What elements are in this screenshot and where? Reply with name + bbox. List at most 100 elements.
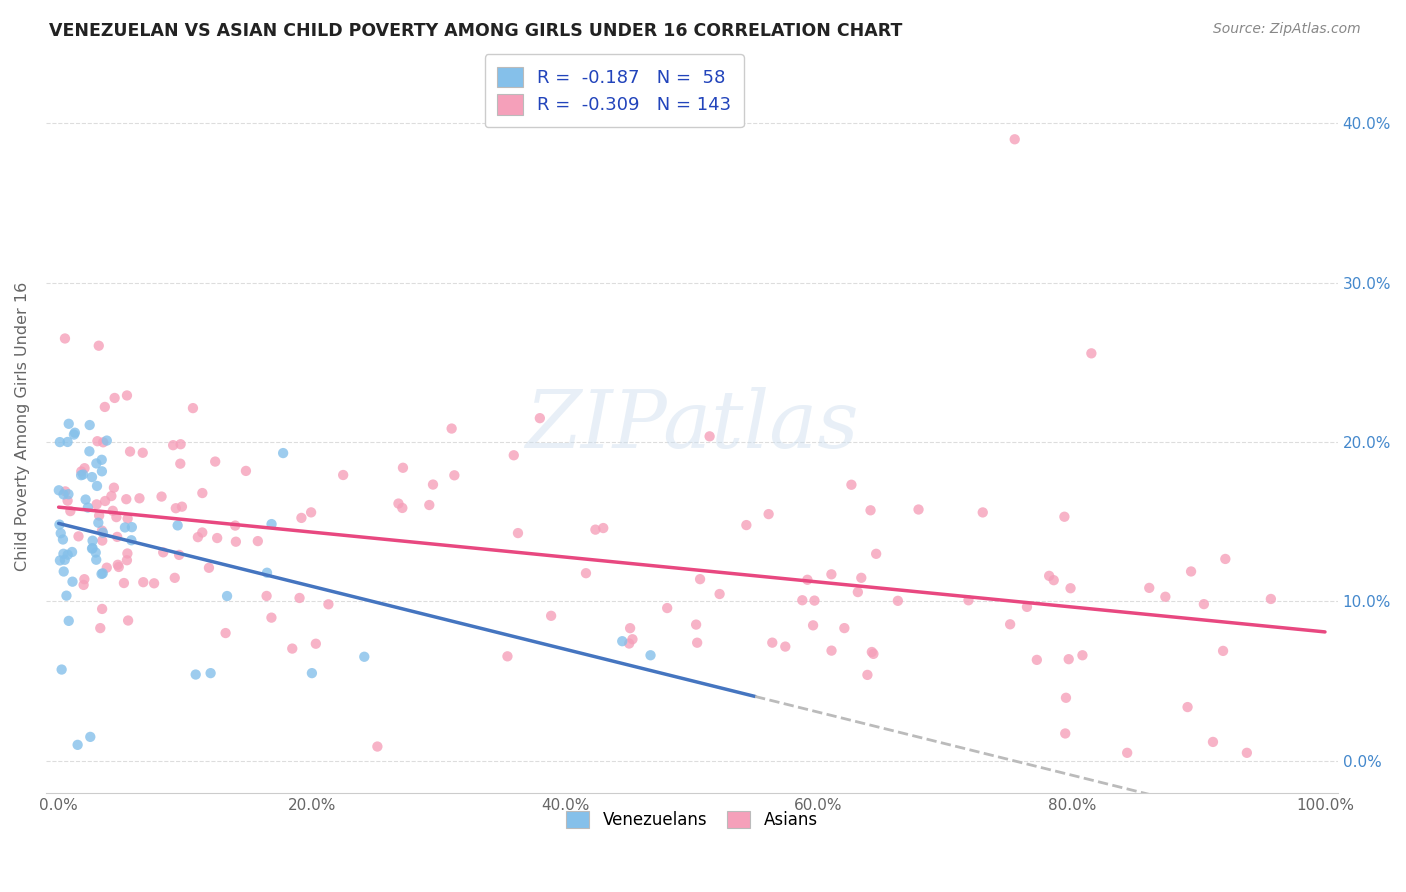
Point (53, 484, 76, 499)
Point (834, 621, 856, 635)
Point (56, 548, 79, 562)
Point (72, 578, 94, 592)
Point (1053, 509, 1076, 524)
Point (152, 545, 174, 559)
Point (56, 434, 79, 449)
Point (686, 636, 709, 650)
Point (63, 427, 86, 442)
Point (48, 483, 70, 498)
Point (862, 647, 884, 661)
Point (256, 566, 278, 580)
Point (422, 477, 444, 491)
Point (52, 565, 75, 579)
Point (66, 738, 89, 752)
Point (758, 507, 780, 521)
Point (91, 435, 114, 450)
Point (70, 468, 93, 483)
Point (166, 518, 188, 533)
Point (887, 594, 910, 608)
Point (640, 648, 662, 663)
Point (246, 534, 269, 549)
Point (191, 525, 214, 540)
Point (496, 649, 519, 664)
Point (115, 553, 138, 567)
Point (55, 589, 77, 603)
Point (58, 487, 80, 501)
Point (856, 668, 879, 682)
Point (86, 479, 108, 493)
Point (1192, 597, 1215, 611)
Point (1071, 648, 1094, 663)
Point (801, 618, 824, 632)
Point (91, 524, 114, 538)
Point (101, 504, 124, 518)
Point (735, 518, 758, 533)
Point (51, 663, 73, 677)
Point (205, 531, 228, 545)
Text: Source: ZipAtlas.com: Source: ZipAtlas.com (1213, 22, 1361, 37)
Point (72, 467, 94, 482)
Point (162, 438, 184, 452)
Text: VENEZUELAN VS ASIAN CHILD POVERTY AMONG GIRLS UNDER 16 CORRELATION CHART: VENEZUELAN VS ASIAN CHILD POVERTY AMONG … (49, 22, 903, 40)
Point (91, 525, 114, 540)
Point (75, 492, 97, 507)
Point (115, 492, 138, 507)
Point (84, 553, 107, 567)
Point (96, 560, 118, 574)
Point (187, 530, 209, 544)
Point (103, 481, 125, 495)
Point (332, 468, 354, 483)
Point (1116, 746, 1139, 760)
Point (617, 636, 640, 650)
Point (440, 421, 463, 435)
Point (90, 566, 112, 581)
Point (117, 511, 139, 525)
Point (529, 411, 551, 425)
Legend: Venezuelans, Asians: Venezuelans, Asians (560, 804, 824, 836)
Point (90, 464, 112, 478)
Point (1202, 735, 1225, 749)
Point (165, 501, 187, 516)
Point (796, 573, 818, 587)
Point (79, 444, 101, 458)
Point (1080, 346, 1102, 360)
Text: ZIPatlas: ZIPatlas (524, 387, 859, 465)
Point (260, 610, 283, 624)
Point (48, 517, 70, 532)
Point (1004, 132, 1026, 146)
Point (318, 597, 340, 611)
Point (107, 558, 129, 572)
Point (86, 497, 108, 511)
Point (443, 468, 465, 483)
Point (1054, 690, 1077, 705)
Point (1054, 726, 1077, 740)
Point (80, 541, 103, 556)
Point (235, 464, 257, 478)
Point (907, 502, 929, 516)
Point (58, 614, 80, 628)
Point (1025, 653, 1047, 667)
Point (170, 500, 193, 514)
Point (1236, 746, 1258, 760)
Point (76, 500, 98, 515)
Y-axis label: Child Poverty Among Girls Under 16: Child Poverty Among Girls Under 16 (15, 282, 30, 571)
Point (846, 585, 869, 599)
Point (79, 730, 101, 744)
Point (1180, 565, 1202, 579)
Point (169, 457, 191, 471)
Point (1154, 590, 1177, 604)
Point (1212, 644, 1234, 658)
Point (1042, 573, 1064, 587)
Point (86, 457, 108, 471)
Point (73, 572, 96, 586)
Point (52, 533, 75, 547)
Point (612, 634, 634, 648)
Point (998, 617, 1021, 632)
Point (865, 547, 887, 561)
Point (502, 448, 524, 462)
Point (305, 637, 328, 651)
Point (63, 425, 86, 440)
Point (957, 593, 980, 607)
Point (70, 465, 93, 479)
Point (181, 401, 204, 416)
